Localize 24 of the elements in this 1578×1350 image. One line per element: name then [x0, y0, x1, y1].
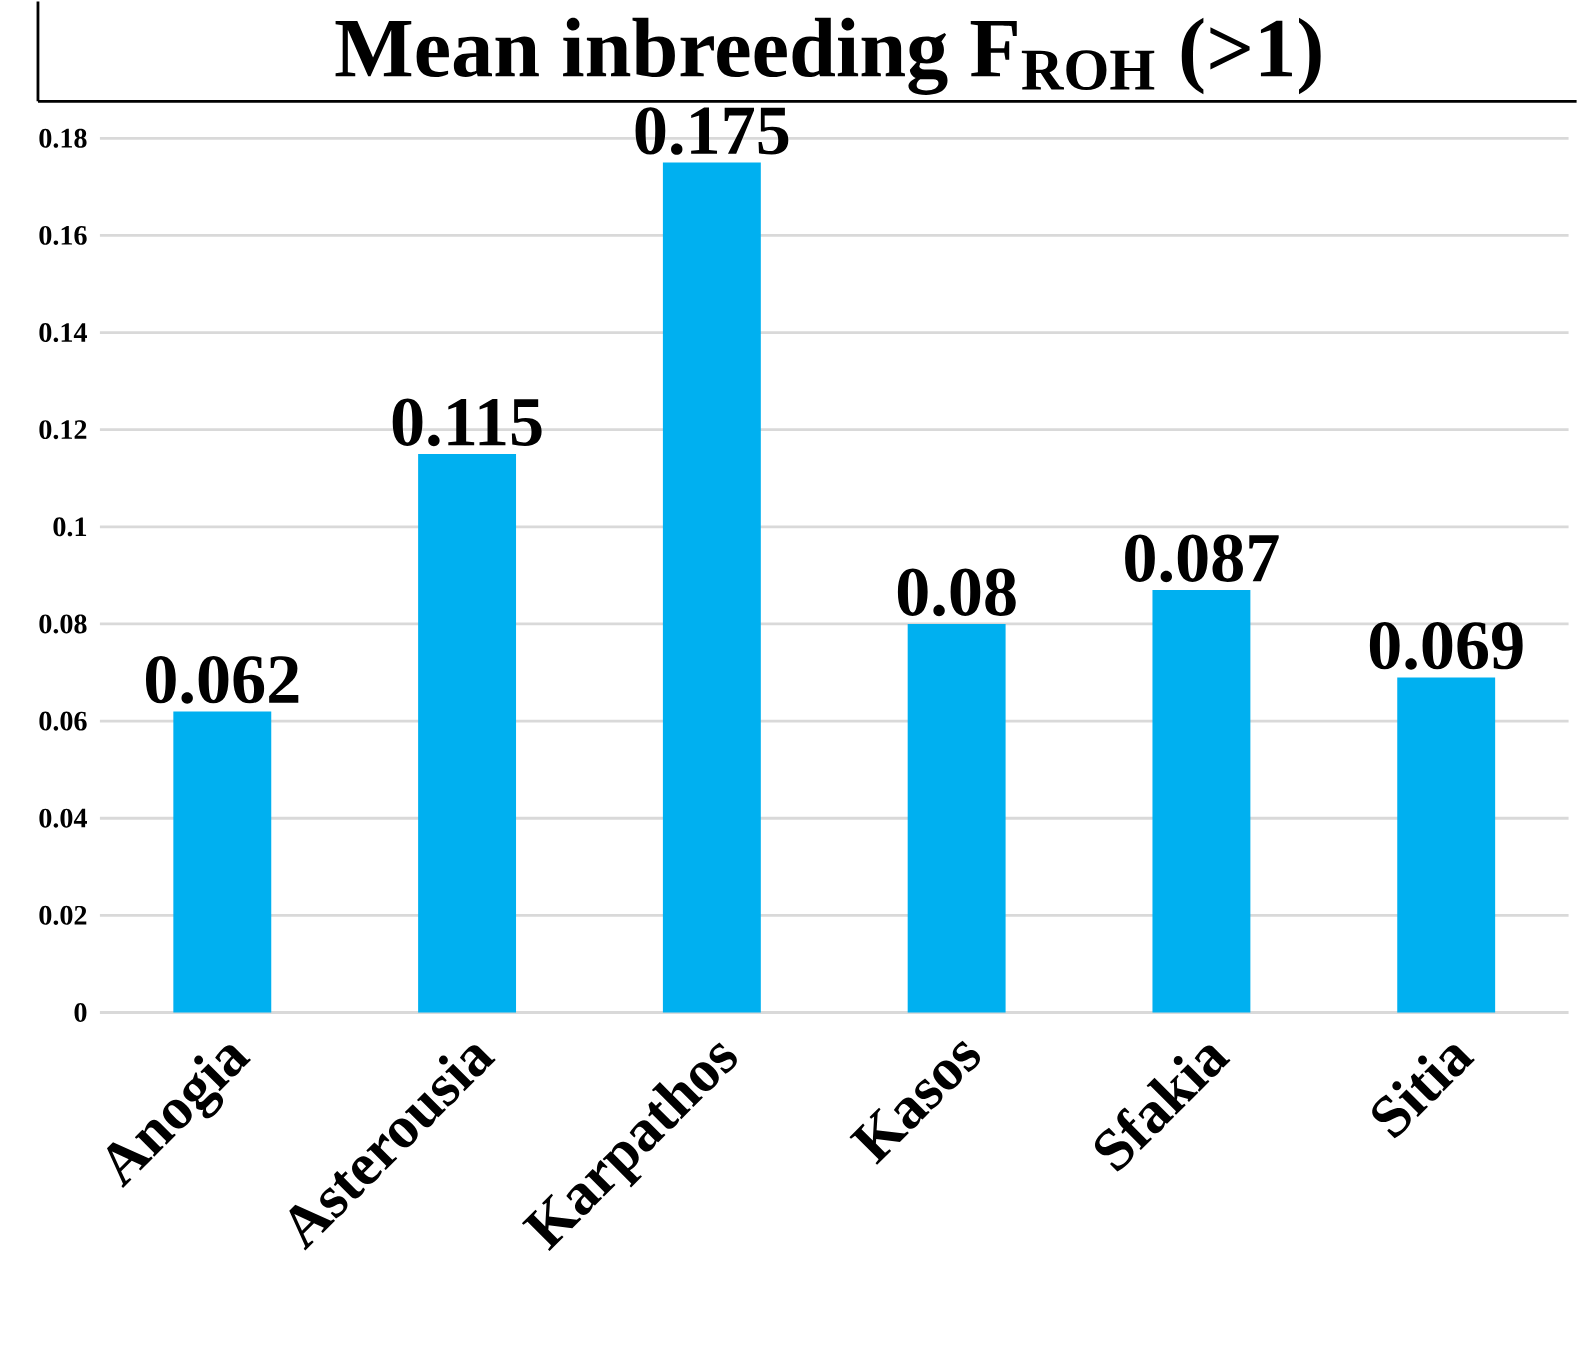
data-label: 0.115	[392, 398, 542, 447]
data-label: 0.062	[145, 655, 299, 704]
chart-title: Mean inbreeding F$_{ROH}$ (>1)	[335, 17, 1321, 95]
data-label: 0.175	[635, 107, 789, 155]
y-tick-label: 0.14	[39, 322, 88, 342]
bar	[1152, 589, 1251, 1013]
data-label: 0.08	[897, 568, 1016, 617]
bar	[173, 711, 272, 1013]
y-tick-label: 0	[74, 1002, 87, 1022]
data-label: 0.069	[1369, 621, 1523, 670]
data-label: 0.087	[1125, 534, 1279, 583]
y-tick-label: 0.06	[39, 711, 87, 731]
y-tick-label: 0.12	[39, 420, 87, 440]
bar	[662, 162, 761, 1013]
bar	[1397, 677, 1496, 1013]
y-tick-label: 0.04	[39, 808, 88, 828]
y-tick-label: 0.08	[39, 614, 87, 634]
bar	[907, 623, 1006, 1013]
y-tick-label: 0.1	[53, 517, 87, 537]
y-tick-label: 0.16	[39, 225, 87, 245]
bar	[418, 453, 517, 1013]
y-tick-label: 0.18	[39, 128, 87, 148]
y-tick-label: 0.02	[39, 905, 87, 925]
x-tick-label: Sitia	[1372, 1045, 1475, 1139]
